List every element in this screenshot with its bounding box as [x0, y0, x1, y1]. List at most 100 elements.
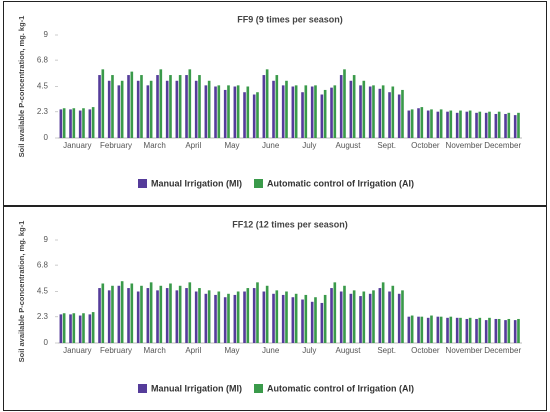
bar — [449, 110, 453, 138]
bar — [323, 89, 327, 138]
bar — [72, 313, 76, 343]
bar — [111, 75, 114, 138]
bar — [455, 317, 459, 343]
bar — [262, 291, 266, 343]
bar — [69, 109, 72, 138]
y-tick-label: 0 — [44, 133, 49, 142]
legend-swatch — [254, 179, 263, 188]
bar — [320, 94, 324, 138]
bar — [430, 315, 433, 343]
bar — [62, 108, 66, 138]
bar — [372, 290, 375, 343]
bar — [207, 290, 211, 343]
bar — [72, 108, 76, 138]
y-tick-label: 4.5 — [37, 82, 49, 91]
legend-swatch — [254, 384, 263, 393]
bar — [101, 69, 105, 138]
bar — [194, 291, 198, 343]
bar — [82, 108, 85, 138]
legend-swatch — [138, 384, 147, 393]
bar — [227, 293, 230, 343]
bar — [391, 86, 395, 138]
bar — [214, 294, 217, 343]
x-tick-label: February — [100, 141, 132, 150]
bar — [349, 80, 353, 138]
bar — [233, 86, 237, 138]
y-tick-label: 6.8 — [37, 55, 49, 64]
bar — [381, 282, 385, 343]
bar — [504, 320, 507, 343]
bar — [59, 109, 63, 138]
bar — [62, 313, 66, 343]
bar — [136, 291, 140, 343]
bar — [478, 111, 482, 138]
bar — [475, 112, 478, 138]
bar — [188, 69, 192, 138]
bar — [294, 85, 298, 138]
bar — [246, 86, 250, 138]
bar — [449, 316, 453, 343]
bar — [159, 69, 163, 138]
bar — [185, 288, 188, 343]
bar — [349, 293, 353, 343]
bar — [198, 75, 201, 138]
bar — [233, 294, 237, 343]
bar — [204, 85, 208, 138]
bar — [204, 293, 208, 343]
bar — [517, 318, 520, 343]
bar — [436, 316, 440, 343]
bar — [285, 291, 288, 343]
bar — [130, 71, 134, 138]
bar — [417, 108, 420, 138]
bar — [368, 293, 372, 343]
bar — [198, 288, 201, 343]
bar — [488, 111, 491, 138]
bar — [420, 107, 424, 138]
bar — [378, 88, 382, 138]
bar — [78, 110, 82, 138]
bar — [88, 109, 92, 138]
x-tick-label: March — [144, 141, 166, 150]
bar — [339, 291, 343, 343]
x-tick-label: August — [336, 141, 362, 150]
bar — [107, 290, 111, 343]
bar — [207, 80, 211, 138]
bar — [301, 92, 304, 138]
bar — [120, 281, 124, 343]
x-tick-label: May — [224, 141, 239, 150]
bar — [69, 314, 72, 343]
bar — [504, 113, 507, 138]
chart-title: FF12 (12 times per season) — [232, 219, 348, 229]
bar — [339, 75, 343, 138]
x-tick-label: April — [185, 346, 201, 355]
bar — [455, 112, 459, 138]
bar — [484, 112, 488, 138]
bar — [281, 85, 285, 138]
y-axis-label: Soil available P-concentration, mg. kg-1 — [17, 16, 26, 158]
bar — [320, 302, 324, 343]
bar — [140, 285, 143, 343]
x-tick-label: Sept. — [377, 346, 396, 355]
bar — [169, 283, 172, 343]
bar — [465, 318, 469, 343]
bar — [494, 113, 498, 138]
panel-frame — [3, 1, 547, 206]
bar — [223, 297, 227, 343]
bar — [497, 318, 501, 343]
chart-title: FF9 (9 times per season) — [237, 14, 343, 24]
bar — [194, 80, 198, 138]
panel-frame — [3, 206, 547, 411]
bar — [304, 85, 308, 138]
bar — [426, 317, 430, 343]
legend-swatch — [138, 179, 147, 188]
x-tick-label: November — [446, 141, 483, 150]
bar — [301, 299, 304, 343]
bar — [359, 296, 362, 343]
bar — [256, 282, 259, 343]
bar — [330, 288, 333, 343]
bar — [397, 293, 401, 343]
x-tick-label: November — [446, 346, 483, 355]
bar — [265, 69, 269, 138]
bar — [323, 294, 327, 343]
bar — [236, 85, 240, 138]
